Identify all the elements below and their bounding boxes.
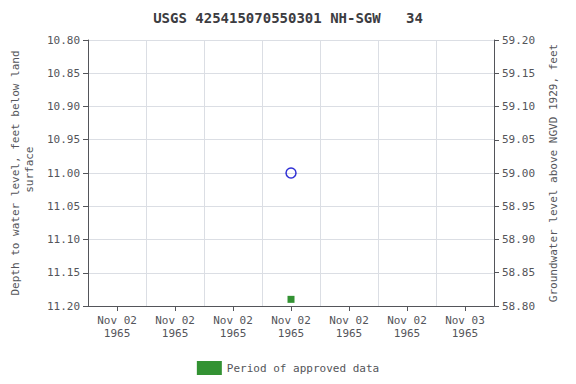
svg-text:Depth to water level, feet bel: Depth to water level, feet below land bbox=[9, 50, 22, 295]
svg-text:USGS 425415070550301 NH-SGW: USGS 425415070550301 NH-SGW 34 bbox=[153, 10, 423, 26]
svg-text:11.15: 11.15 bbox=[47, 266, 80, 279]
svg-text:59.05: 59.05 bbox=[502, 133, 535, 146]
svg-text:surface: surface bbox=[23, 147, 36, 200]
svg-text:11.00: 11.00 bbox=[47, 167, 80, 180]
svg-text:1965: 1965 bbox=[452, 327, 479, 340]
svg-text:59.00: 59.00 bbox=[502, 167, 535, 180]
svg-text:59.10: 59.10 bbox=[502, 100, 535, 113]
svg-text:11.10: 11.10 bbox=[47, 233, 80, 246]
svg-text:10.90: 10.90 bbox=[47, 100, 80, 113]
svg-text:10.85: 10.85 bbox=[47, 67, 80, 80]
svg-text:58.95: 58.95 bbox=[502, 200, 535, 213]
svg-text:1965: 1965 bbox=[162, 327, 189, 340]
svg-text:Nov 02: Nov 02 bbox=[387, 314, 427, 327]
svg-text:Nov 02: Nov 02 bbox=[155, 314, 195, 327]
svg-text:59.20: 59.20 bbox=[502, 34, 535, 47]
svg-text:10.80: 10.80 bbox=[47, 34, 80, 47]
svg-text:58.85: 58.85 bbox=[502, 266, 535, 279]
svg-text:1965: 1965 bbox=[278, 327, 305, 340]
svg-text:Nov 02: Nov 02 bbox=[213, 314, 253, 327]
svg-text:Nov 03: Nov 03 bbox=[445, 314, 485, 327]
svg-text:Groundwater level above NGVD 1: Groundwater level above NGVD 1929, feet bbox=[547, 44, 560, 302]
svg-text:58.90: 58.90 bbox=[502, 233, 535, 246]
svg-text:1965: 1965 bbox=[336, 327, 363, 340]
svg-text:1965: 1965 bbox=[394, 327, 421, 340]
svg-text:Nov 02: Nov 02 bbox=[97, 314, 137, 327]
svg-text:1965: 1965 bbox=[104, 327, 131, 340]
svg-text:1965: 1965 bbox=[220, 327, 247, 340]
svg-text:11.20: 11.20 bbox=[47, 300, 80, 313]
svg-text:58.80: 58.80 bbox=[502, 300, 535, 313]
svg-text:59.15: 59.15 bbox=[502, 67, 535, 80]
svg-text:Period of approved data: Period of approved data bbox=[227, 362, 379, 375]
svg-text:Nov 02: Nov 02 bbox=[271, 314, 311, 327]
svg-text:11.05: 11.05 bbox=[47, 200, 80, 213]
svg-text:10.95: 10.95 bbox=[47, 133, 80, 146]
svg-text:Nov 02: Nov 02 bbox=[329, 314, 369, 327]
